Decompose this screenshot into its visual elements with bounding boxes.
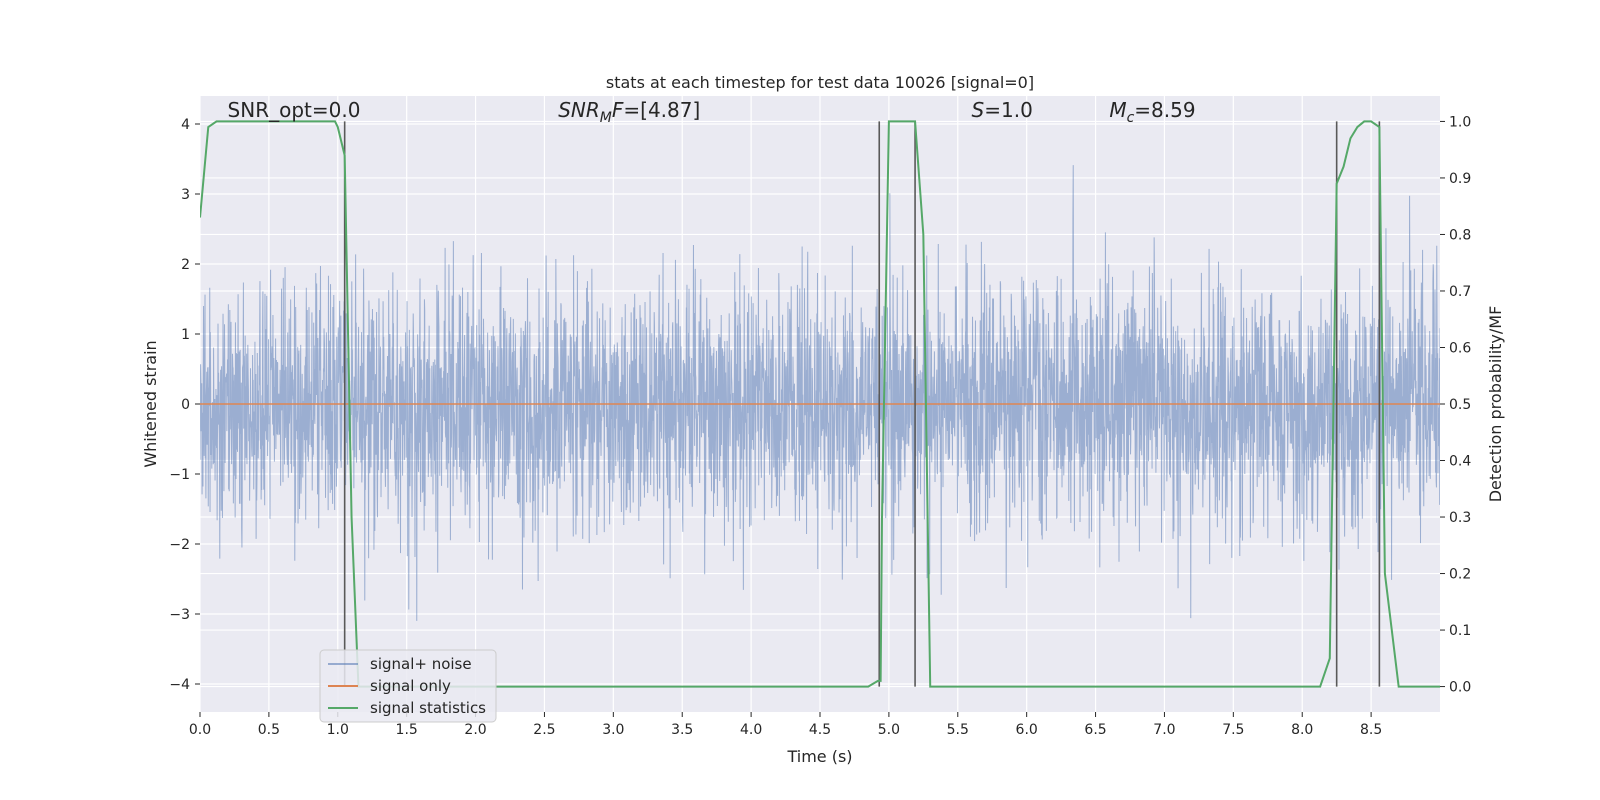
x-tick-label: 6.5 xyxy=(1084,722,1106,738)
y2-tick-label: 0.3 xyxy=(1449,510,1471,526)
x-tick-label: 7.0 xyxy=(1153,722,1175,738)
legend-label: signal+ noise xyxy=(370,655,472,673)
series-signal-statistics xyxy=(200,120,1440,688)
x-tick-label: 4.0 xyxy=(740,722,762,738)
x-tick-label: 7.5 xyxy=(1222,722,1244,738)
y2-axis-label: Detection probability/MF xyxy=(1486,306,1505,503)
annotation-mc: Mc=8.59 xyxy=(1109,98,1195,126)
legend-label: signal statistics xyxy=(370,699,486,717)
y-tick-label: 2 xyxy=(181,257,190,273)
x-tick-label: 8.0 xyxy=(1291,722,1313,738)
x-tick-label: 2.5 xyxy=(533,722,555,738)
y2-tick-label: 0.9 xyxy=(1449,171,1471,187)
y2-tick-label: 0.0 xyxy=(1449,680,1471,696)
x-tick-label: 4.5 xyxy=(809,722,831,738)
y2-tick-label: 0.4 xyxy=(1449,454,1471,470)
y2-tick-label: 0.6 xyxy=(1449,340,1471,356)
x-tick-label: 1.0 xyxy=(327,722,349,738)
x-tick-label: 5.0 xyxy=(878,722,900,738)
y2-tick-label: 0.7 xyxy=(1449,284,1471,300)
chart-title: stats at each timestep for test data 100… xyxy=(606,73,1034,92)
series-signal-plus-noise xyxy=(200,165,1440,621)
y-tick-label: −4 xyxy=(169,677,190,693)
y-tick-label: 3 xyxy=(181,187,190,203)
noise-trace xyxy=(200,165,1440,621)
y2-tick-label: 0.2 xyxy=(1449,567,1471,583)
y-tick-label: 1 xyxy=(181,327,190,343)
annotation-s: S=1.0 xyxy=(972,98,1033,122)
legend-box xyxy=(319,649,497,723)
y2-tick-label: 0.8 xyxy=(1449,227,1471,243)
y-tick-label: −3 xyxy=(169,607,190,623)
x-tick-label: 2.0 xyxy=(464,722,486,738)
x-tick-label: 3.5 xyxy=(671,722,693,738)
x-tick-label: 8.5 xyxy=(1360,722,1382,738)
y-tick-label: 4 xyxy=(181,117,190,133)
x-tick-label: 5.5 xyxy=(947,722,969,738)
y-tick-label: −1 xyxy=(169,467,190,483)
y-tick-label: 0 xyxy=(181,397,190,413)
signal-statistics-line xyxy=(200,120,1440,688)
legend: signal+ noise signal only signal statistic… xyxy=(319,649,497,723)
annotations: SNR_opt=0.0 SNRMF=[4.87] S=1.0 Mc=8.59 xyxy=(228,98,1196,126)
annotation-snr-opt: SNR_opt=0.0 xyxy=(228,98,361,122)
x-axis-ticks: 0.0 0.5 1.0 1.5 2.0 2.5 3.0 3.5 4.0 4.5 5.0 5.5 6.0 6… xyxy=(189,712,1382,738)
x-tick-label: 0.5 xyxy=(258,722,280,738)
y2-axis-ticks: 1.0 0.9 0.8 0.7 0.6 0.5 0.4 0.3 0.2 0.1 0.0 xyxy=(1440,114,1471,696)
x-axis-label: Time (s) xyxy=(786,747,852,766)
y2-tick-label: 1.0 xyxy=(1449,114,1471,130)
y-tick-label: −2 xyxy=(169,537,190,553)
x-tick-label: 6.0 xyxy=(1016,722,1038,738)
y-axis-ticks: 4 3 2 1 0 −1 −2 −3 −4 xyxy=(169,117,200,693)
legend-label: signal only xyxy=(370,677,451,695)
y2-tick-label: 0.5 xyxy=(1449,397,1471,413)
x-tick-label: 1.5 xyxy=(396,722,418,738)
y-axis-label: Whitened strain xyxy=(141,340,160,467)
x-tick-label: 0.0 xyxy=(189,722,211,738)
annotation-snr-mf: SNRMF=[4.87] xyxy=(558,98,700,126)
x-tick-label: 3.0 xyxy=(602,722,624,738)
y2-tick-label: 0.1 xyxy=(1449,623,1471,639)
